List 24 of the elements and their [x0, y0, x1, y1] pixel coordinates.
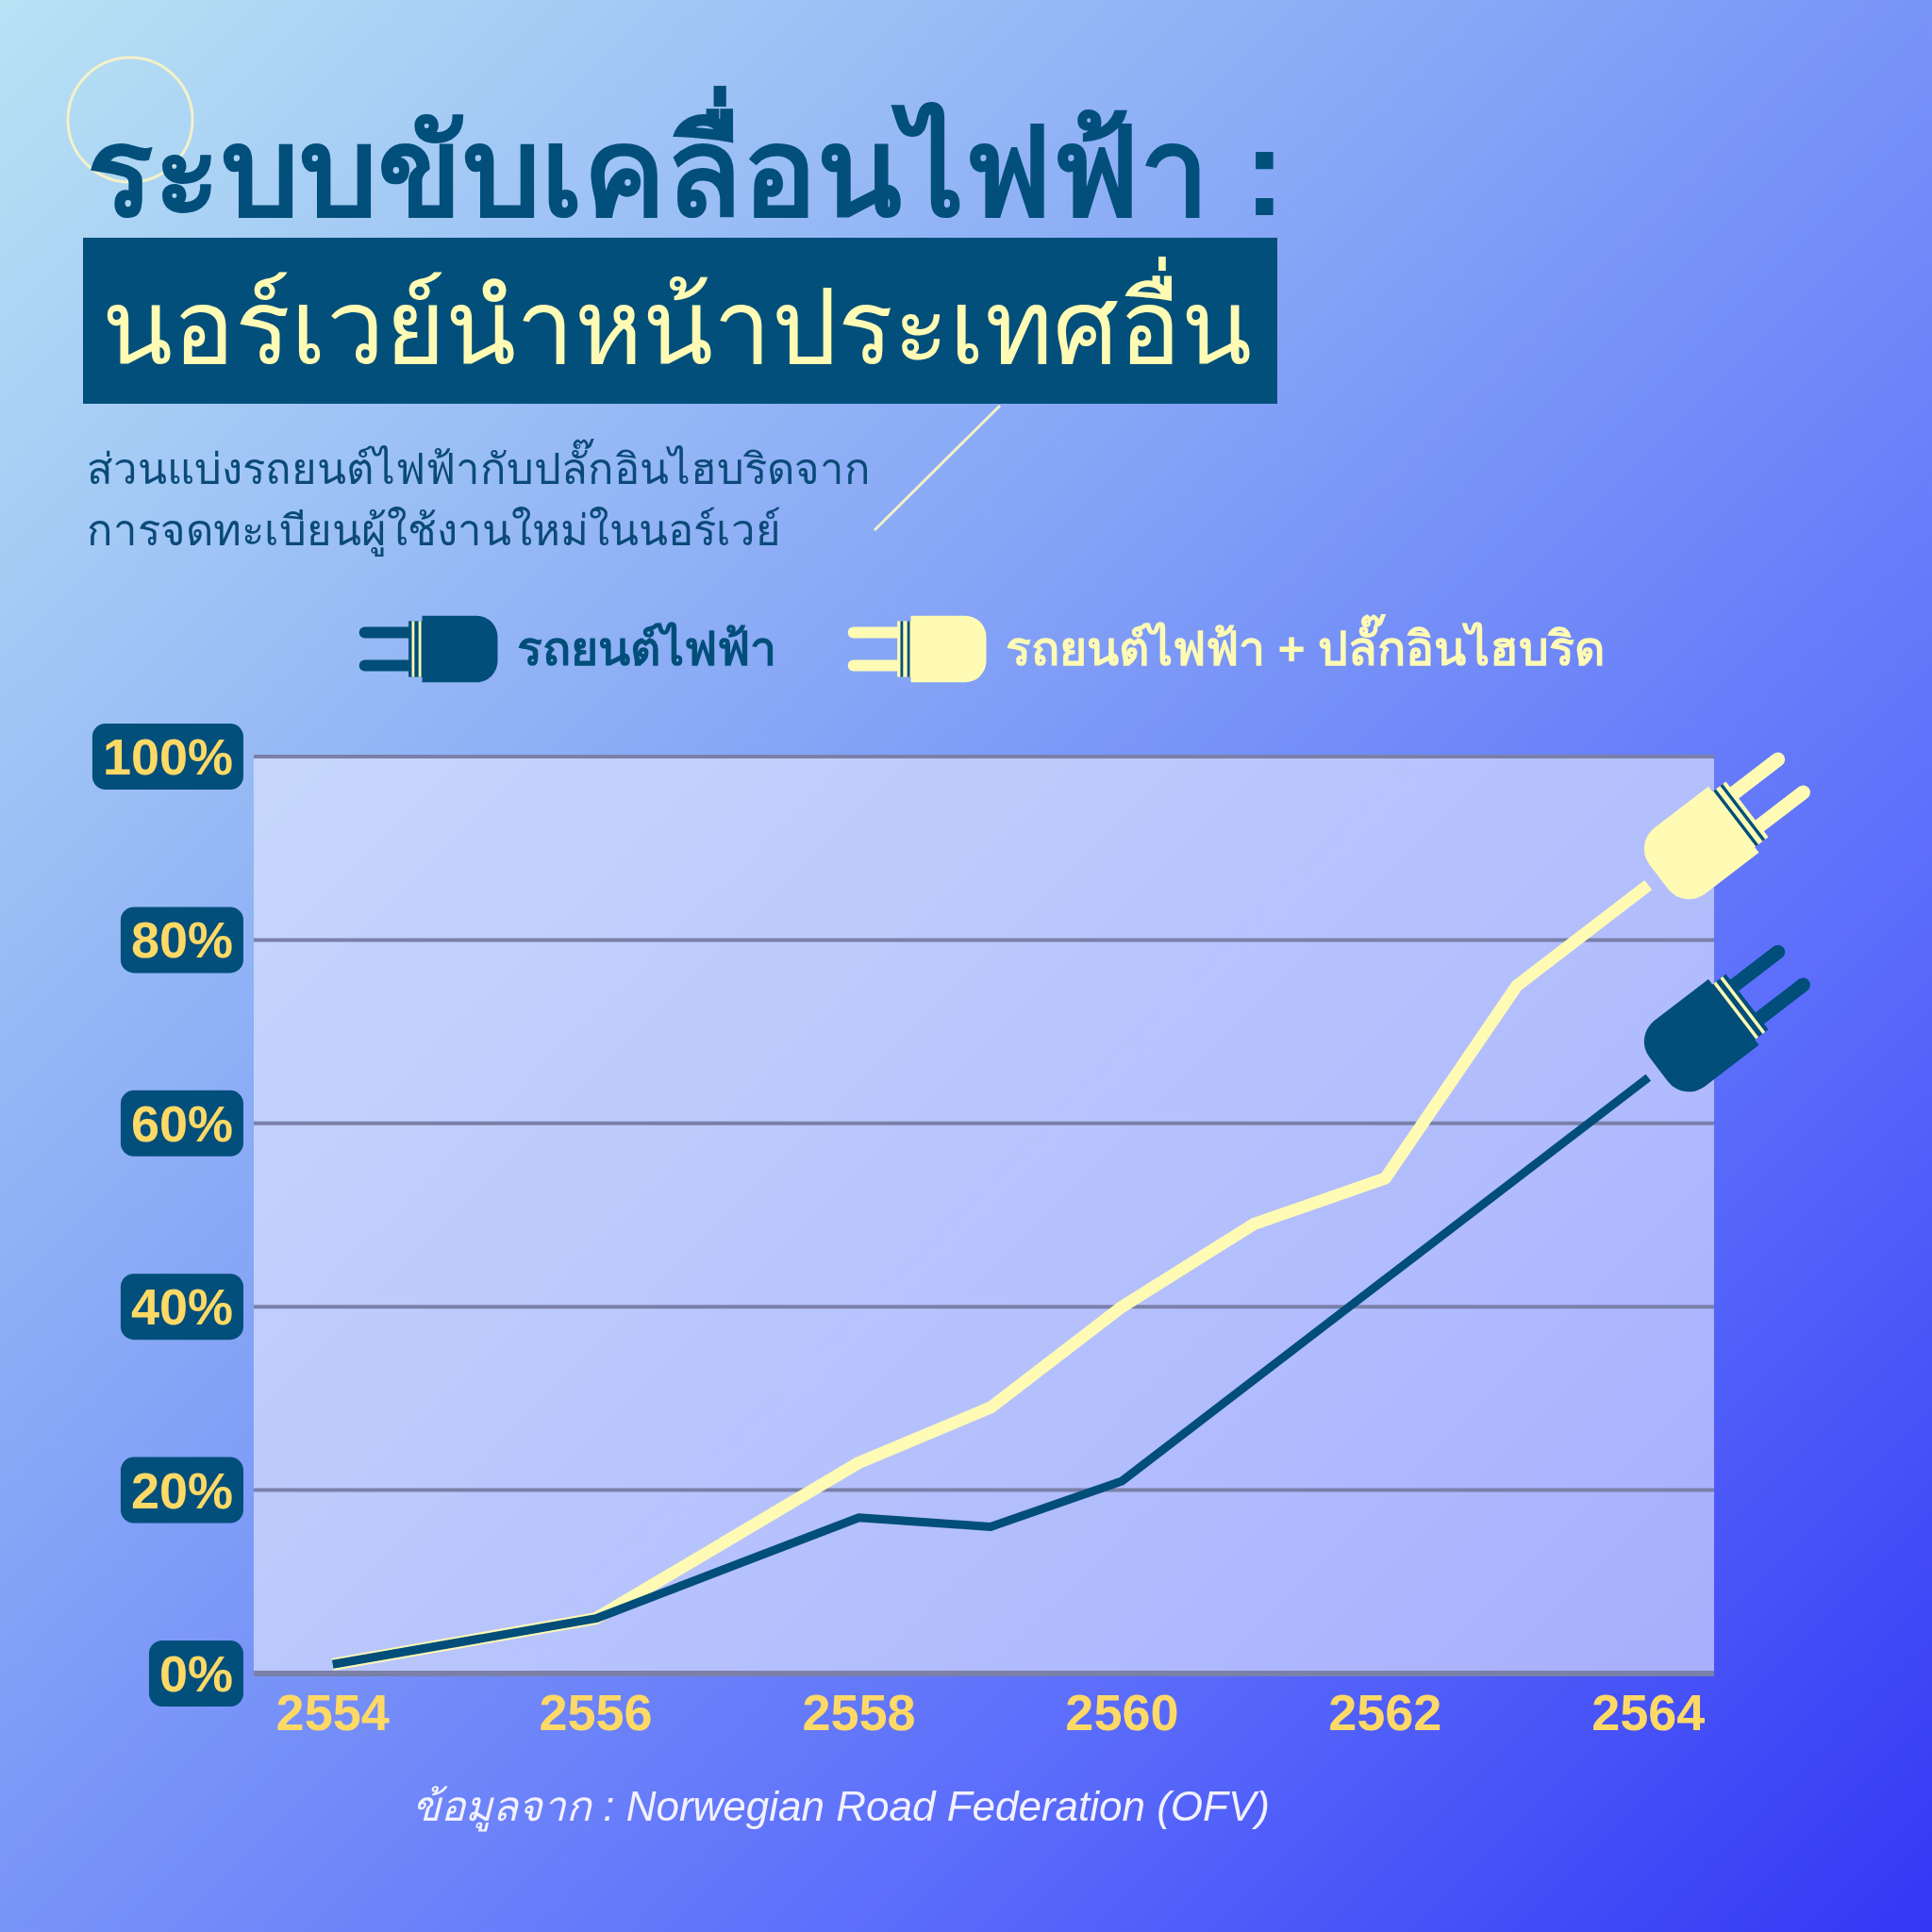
x-tick-label: 2556 [539, 1684, 653, 1740]
y-tick-label: 0% [158, 1645, 233, 1702]
y-tick-label: 40% [120, 1274, 243, 1341]
y-tick-label: 20% [120, 1457, 243, 1524]
x-tick-label: 2562 [1328, 1684, 1442, 1740]
y-tick-label: 40% [130, 1278, 233, 1336]
y-tick-label: 100% [92, 724, 243, 790]
y-tick-label: 0% [148, 1641, 243, 1707]
subtitle: ส่วนแบ่งรถยนต์ไฟฟ้ากับปลั๊กอินไฮบริดจาก การจดทะเบียนผู้ใช้งานใหม่ในนอร์เวย์ [87, 416, 871, 584]
title: ระบบขับเคลื่อนไฟฟ้า : นอร์เวย์นำหน้าประเทศอื่น [83, 64, 1286, 404]
x-tick-label: 2558 [802, 1684, 916, 1740]
x-tick-label: 2554 [275, 1684, 390, 1740]
x-tick-label: 2560 [1065, 1684, 1179, 1740]
x-tick-label: 2564 [1591, 1684, 1706, 1740]
y-tick-label: 100% [102, 728, 233, 785]
legend-item: รถยนต์ไฟฟ้า [358, 615, 776, 683]
y-tick-label: 60% [130, 1094, 233, 1152]
y-tick-label: 60% [120, 1090, 243, 1157]
legend-item: รถยนต์ไฟฟ้า + ปลั๊กอินไฮบริด [847, 615, 1606, 683]
y-tick-label: 80% [120, 907, 243, 974]
y-tick-label: 20% [130, 1461, 233, 1519]
y-tick-label: 80% [130, 911, 233, 969]
legend-label: รถยนต์ไฟฟ้า [516, 622, 776, 675]
legend-label: รถยนต์ไฟฟ้า + ปลั๊กอินไฮบริด [1005, 614, 1606, 675]
